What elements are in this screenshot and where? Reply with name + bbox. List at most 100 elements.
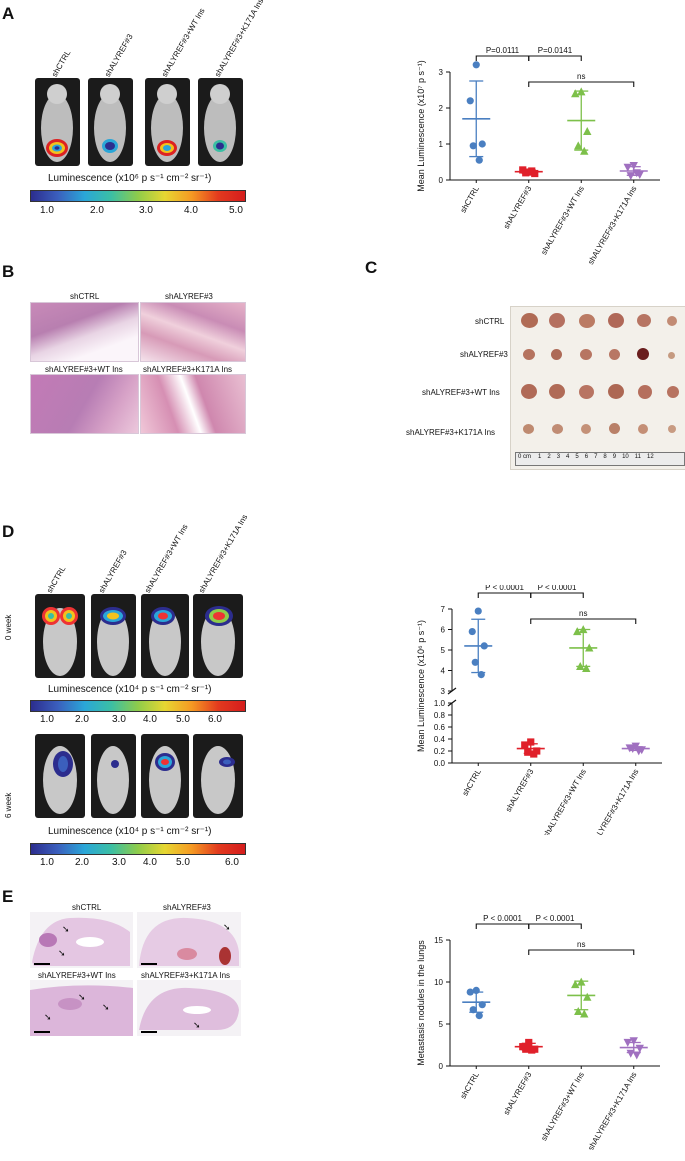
mouse-image-d-week0-4 xyxy=(193,594,243,678)
mouse-image-d-week0-3 xyxy=(141,594,189,678)
lung-tissue: ➘ xyxy=(139,917,239,966)
y-tick-label: 6 xyxy=(441,626,446,635)
mouse-image-d-week6-2 xyxy=(91,734,136,818)
significance-bracket xyxy=(528,81,635,87)
data-point xyxy=(626,1049,635,1058)
histology-image-b-3 xyxy=(30,374,139,434)
data-point xyxy=(525,1038,533,1047)
mouse-silhouette xyxy=(204,84,236,162)
chart-a-luminescence: 0 1 2 3 shCTRL shALYREF#3 shALYREF#3+WT Ins shA… xyxy=(416,46,660,266)
y-tick-label: 3 xyxy=(439,68,444,77)
ruler-number: 2 xyxy=(547,454,551,460)
data-point xyxy=(579,625,588,634)
tumor xyxy=(521,313,538,328)
colorbar-tick: 5.0 xyxy=(176,857,190,868)
ruler-number: 12 xyxy=(647,454,654,460)
data-point xyxy=(528,167,536,175)
colorbar-tick: 4.0 xyxy=(143,857,157,868)
data-point xyxy=(522,169,530,177)
data-point xyxy=(472,61,480,69)
tumor xyxy=(667,316,677,326)
colorbar-tick: 1.0 xyxy=(40,714,54,725)
ruler-number: 1 xyxy=(538,454,542,460)
significance-label: P=0.0111 xyxy=(486,46,520,55)
x-tick-label: shALYREF#3+WT Ins xyxy=(539,185,586,257)
colorbar-title-d-1: Luminescence (x10⁴ p s⁻¹ cm⁻² sr⁻¹) xyxy=(48,684,212,695)
lung-image-e-2: ➘ xyxy=(137,912,241,968)
y-tick-label: 5 xyxy=(441,646,446,655)
tumor-row-label-3: shALYREF#3+WT Ins xyxy=(422,388,500,397)
mouse-silhouette xyxy=(151,84,183,162)
x-tick-label: shALYREF#3+WT Ins xyxy=(541,768,588,836)
significance-label: ns xyxy=(577,72,585,81)
x-tick-label: shALYREF#3+WT Ins xyxy=(539,1071,586,1143)
ruler-number: 6 xyxy=(584,454,589,460)
histology-label-b-1: shCTRL xyxy=(70,292,100,301)
significance-bracket xyxy=(477,592,532,598)
tumor xyxy=(549,313,565,328)
data-point xyxy=(629,162,638,170)
mouse-silhouette xyxy=(149,607,181,676)
significance-label: P < 0.0001 xyxy=(485,585,524,592)
histology-label-b-3: shALYREF#3+WT Ins xyxy=(45,365,123,374)
data-point xyxy=(477,671,485,679)
mouse-silhouette xyxy=(97,607,129,676)
mouse-label-d-2: shALYREF#3 xyxy=(97,548,129,595)
colorbar-tick: 1.0 xyxy=(40,205,54,216)
tumor xyxy=(638,385,652,399)
significance-bracket xyxy=(528,949,635,955)
mouse-label-a-2: shALYREF#3 xyxy=(103,32,135,79)
data-point xyxy=(528,1046,536,1054)
y-tick-label: 0.2 xyxy=(434,747,446,756)
data-point xyxy=(635,1044,644,1053)
x-tick-label: shALYREF#3 xyxy=(502,184,534,230)
tumor xyxy=(581,424,591,434)
lung-tissue: ➘ xyxy=(139,987,239,1033)
data-point xyxy=(623,1038,632,1047)
chart-e-nodules: 0 5 10 15 shCTRL shALYREF#3 shALYREF#3+WT Ins s… xyxy=(416,914,660,1150)
significance-bracket xyxy=(475,55,530,61)
data-point xyxy=(530,750,538,758)
mouse-image-a-4 xyxy=(198,78,243,166)
data-point xyxy=(521,741,529,749)
ruler-number: 3 xyxy=(556,454,561,460)
x-tick-label: shCTRL xyxy=(459,1070,482,1100)
data-point xyxy=(469,142,477,150)
mouse-silhouette xyxy=(94,84,126,162)
data-point xyxy=(628,745,637,753)
data-point xyxy=(626,172,635,181)
y-tick-label: 0 xyxy=(439,176,444,185)
colorbar-tick: 6.0 xyxy=(208,714,222,725)
histology-image-b-2 xyxy=(140,302,246,362)
mouse-silhouette xyxy=(43,746,77,814)
colorbar-tick: 4.0 xyxy=(143,714,157,725)
data-point xyxy=(583,992,592,1001)
lung-label-e-3: shALYREF#3+WT Ins xyxy=(38,971,116,980)
week-0-label: 0 week xyxy=(4,614,13,640)
mouse-silhouette xyxy=(201,606,235,676)
significance-bracket xyxy=(528,923,582,929)
lung-label-e-1: shCTRL xyxy=(72,903,102,912)
lung-label-e-4: shALYREF#3+K171A Ins xyxy=(141,971,231,980)
ruler-number: 9 xyxy=(612,454,617,460)
y-tick-label: 1.0 xyxy=(434,699,446,708)
tumor xyxy=(549,384,565,399)
ruler-number: 7 xyxy=(594,454,598,460)
significance-bracket xyxy=(530,592,584,598)
svg-text:➘: ➘ xyxy=(193,1020,201,1030)
y-tick-label: 0.4 xyxy=(434,735,446,744)
data-point xyxy=(524,748,532,756)
panel-letter-d: D xyxy=(2,522,15,541)
y-tick-label: 2 xyxy=(439,104,444,113)
svg-text:➘: ➘ xyxy=(78,992,86,1002)
tumor xyxy=(667,386,679,398)
tumor xyxy=(608,313,624,328)
lung-label-e-2: shALYREF#3 xyxy=(163,903,211,912)
data-point xyxy=(478,1001,486,1009)
svg-text:➘: ➘ xyxy=(58,948,66,958)
mouse-silhouette xyxy=(149,746,181,814)
y-tick-label: 10 xyxy=(434,978,443,987)
tumor xyxy=(609,349,620,360)
tumor xyxy=(552,424,563,434)
panel-letter-b: B xyxy=(2,262,15,281)
